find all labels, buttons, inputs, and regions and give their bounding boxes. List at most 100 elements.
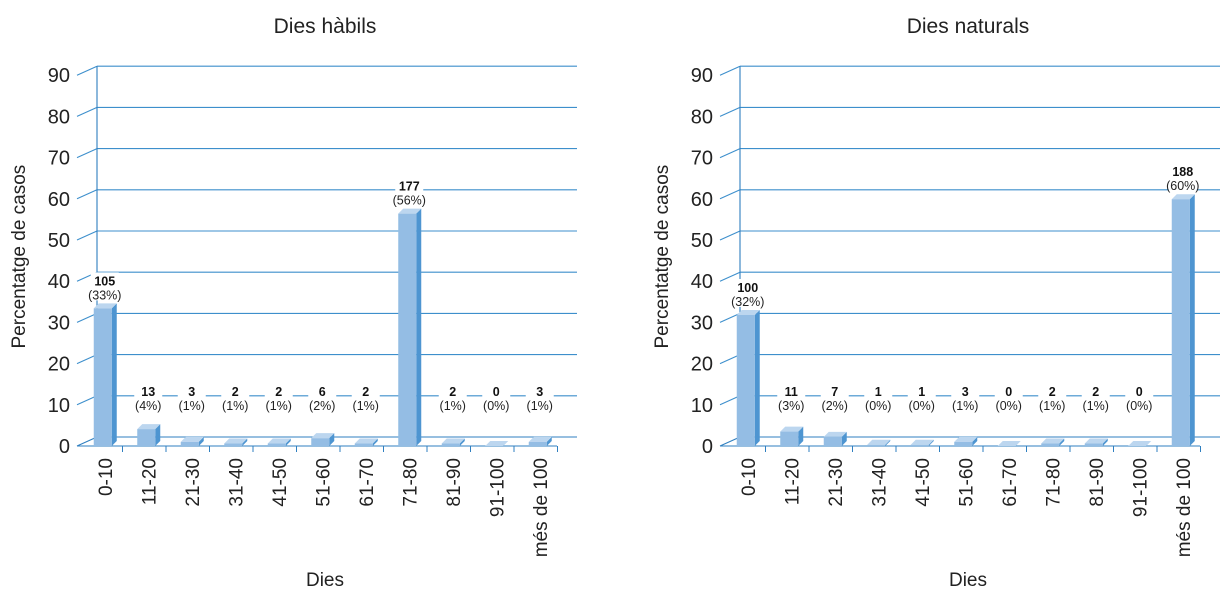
bar-side [242, 438, 248, 446]
x-tick-label: 31-40 [226, 458, 247, 507]
label-backdrop [221, 383, 250, 411]
label-backdrop [264, 383, 293, 411]
bar [1171, 199, 1190, 446]
bar-side [841, 431, 847, 446]
x-tick-label: 11-20 [139, 458, 160, 505]
data-label-percent: (2%) [822, 399, 848, 413]
bar [180, 441, 199, 446]
y-tick-label: 0 [702, 436, 713, 458]
bar [137, 429, 156, 446]
bar-side [155, 424, 161, 446]
data-label-count: 2 [1092, 385, 1099, 399]
bar-side [885, 439, 891, 446]
gridline [719, 189, 1220, 200]
x-tick-label: més de 100 [531, 458, 552, 557]
data-label-count: 3 [536, 385, 543, 399]
y-tick-label: 20 [48, 354, 70, 376]
x-tick-label: 41-50 [270, 458, 291, 507]
gridline [76, 106, 577, 117]
data-label-percent: (0%) [483, 399, 509, 413]
bar [267, 443, 286, 446]
data-label-percent: (1%) [179, 399, 205, 413]
y-tick-label: 60 [48, 189, 70, 211]
x-tick-label: 0-10 [739, 458, 760, 496]
data-label-count: 1 [875, 385, 882, 399]
label-backdrop [438, 383, 467, 411]
bar-top [1128, 441, 1152, 446]
bar [93, 308, 112, 446]
bar-side [928, 439, 934, 446]
bar [311, 438, 330, 446]
data-label-percent: (0%) [909, 399, 935, 413]
x-tick-label: 71-80 [400, 458, 421, 507]
label-backdrop [994, 383, 1023, 411]
x-tick-label: 11-20 [782, 458, 803, 505]
y-tick-label: 60 [691, 189, 713, 211]
y-tick-label: 30 [691, 312, 713, 334]
gridline [76, 230, 577, 241]
bar-side [798, 426, 804, 446]
bar [224, 443, 243, 446]
data-label-percent: (4%) [135, 399, 161, 413]
label-backdrop [525, 383, 554, 411]
bar-side [754, 309, 760, 446]
data-label-count: 2 [362, 385, 369, 399]
y-tick-label: 80 [48, 106, 70, 128]
bar [528, 441, 547, 446]
label-backdrop [1168, 163, 1197, 192]
label-backdrop [1081, 383, 1110, 411]
gridline [76, 189, 577, 200]
bar-top [180, 436, 204, 442]
data-label-percent: (0%) [1126, 399, 1152, 413]
x-tick-label: 81-90 [444, 458, 465, 507]
y-axis-title: Percentatge de casos [652, 165, 673, 349]
chart-title: Dies naturals [907, 15, 1030, 38]
data-label-percent: (1%) [353, 399, 379, 413]
bar-top [354, 438, 378, 444]
x-tick-label: més de 100 [1174, 458, 1195, 557]
bar-side [416, 208, 422, 446]
y-tick-label: 10 [48, 395, 70, 417]
x-axis-title: Dies [949, 570, 987, 590]
y-tick-label: 70 [691, 148, 713, 170]
gridline [76, 312, 577, 323]
bar-top [485, 441, 509, 446]
chart-1: Dies hàbils0102030405060708090Percentatg… [9, 15, 577, 590]
bar [780, 431, 799, 446]
y-tick-label: 20 [691, 354, 713, 376]
data-label-count: 0 [1136, 385, 1143, 399]
chart-title: Dies hàbils [274, 15, 377, 38]
y-tick-label: 0 [59, 436, 70, 458]
bar-top [954, 436, 978, 442]
bar-top [137, 424, 161, 430]
bar-top [93, 303, 117, 309]
y-tick-label: 30 [48, 312, 70, 334]
data-label-percent: (1%) [266, 399, 292, 413]
bar-top [910, 439, 934, 445]
bar [910, 444, 929, 446]
data-label-count: 100 [737, 281, 758, 295]
x-tick-label: 51-60 [956, 458, 977, 507]
gridline [719, 354, 1220, 365]
chart-2: Dies naturals0102030405060708090Percenta… [652, 15, 1220, 590]
label-backdrop [951, 383, 980, 411]
label-backdrop [1038, 383, 1067, 411]
bar-side [546, 436, 552, 446]
data-label-percent: (1%) [527, 399, 553, 413]
gridline [76, 354, 577, 365]
label-backdrop [395, 177, 424, 206]
y-tick-label: 90 [691, 65, 713, 87]
label-backdrop [351, 383, 380, 411]
bar-top [224, 438, 248, 444]
label-backdrop [308, 383, 337, 411]
gridline [719, 271, 1220, 282]
label-backdrop [482, 383, 511, 411]
data-label-count: 1 [918, 385, 925, 399]
gridline [719, 230, 1220, 241]
data-label-count: 2 [449, 385, 456, 399]
data-label-count: 0 [493, 385, 500, 399]
bar-top [780, 426, 804, 432]
x-tick-label: 61-70 [1000, 458, 1021, 507]
